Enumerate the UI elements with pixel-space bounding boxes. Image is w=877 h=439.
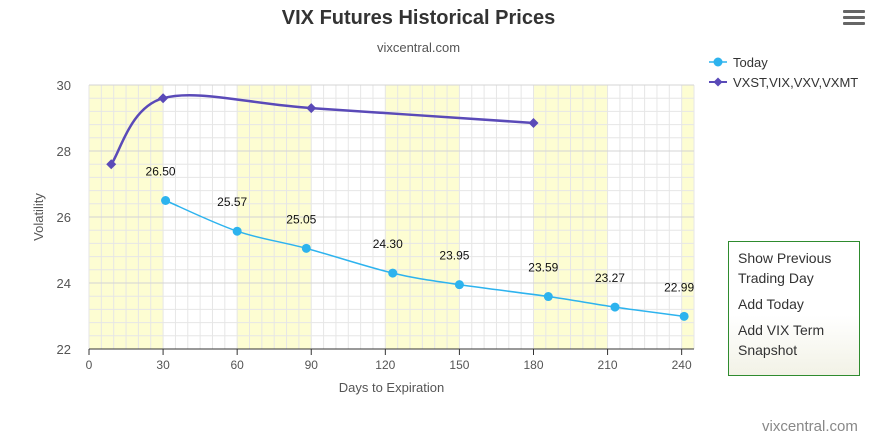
x-axis-title: Days to Expiration (339, 380, 445, 395)
data-point-vx (158, 93, 169, 104)
legend-label-vx: VXST,VIX,VXV,VXMT (733, 74, 859, 90)
hamburger-menu-icon[interactable] (843, 10, 865, 30)
options-panel: Show Previous Trading Day Add Today Add … (728, 241, 860, 376)
data-point-today (543, 292, 553, 302)
x-tick-label: 240 (672, 358, 692, 372)
chart-title: VIX Futures Historical Prices (281, 7, 556, 29)
legend-item-vx[interactable]: VXST,VIX,VXV,VXMT (709, 72, 858, 92)
series-line-today (165, 199, 685, 318)
data-point-today (679, 311, 689, 321)
chart-subtitle: vixcentral.com (376, 40, 461, 55)
menu-bar (843, 16, 865, 19)
series-line-vx (110, 93, 534, 165)
y-axis-title: Volatility (31, 193, 46, 241)
legend-circle-marker-icon (709, 57, 727, 67)
x-tick-label: 90 (305, 358, 319, 372)
data-label-today: 25.05 (286, 212, 316, 226)
menu-bar (843, 10, 865, 13)
data-point-vx (528, 117, 539, 128)
legend-diamond-marker-icon (709, 77, 727, 87)
data-point-today (232, 226, 242, 236)
y-tick-label: 28 (57, 144, 71, 159)
y-tick-label: 22 (57, 342, 71, 357)
y-tick-label: 26 (57, 210, 71, 225)
data-point-today (454, 280, 464, 290)
data-point-vx (306, 103, 317, 114)
data-point-today (301, 243, 311, 253)
show-previous-day-button[interactable]: Show Previous Trading Day (738, 250, 832, 286)
x-tick-label: 30 (156, 358, 170, 372)
y-tick-label: 24 (57, 276, 71, 291)
data-point-today (388, 268, 398, 278)
x-tick-label: 210 (598, 358, 618, 372)
data-label-today: 26.50 (146, 165, 176, 179)
x-tick-label: 180 (523, 358, 543, 372)
data-label-today: 22.99 (664, 280, 694, 294)
data-label-today: 23.95 (439, 249, 469, 263)
data-point-today (161, 196, 171, 205)
x-tick-label: 150 (449, 358, 469, 372)
data-label-today: 23.27 (595, 271, 625, 285)
x-tick-label: 60 (230, 358, 244, 372)
x-tick-label: 0 (86, 358, 93, 372)
x-tick-label: 120 (375, 358, 395, 372)
y-tick-label: 30 (57, 78, 71, 93)
data-point-vx (106, 159, 117, 170)
legend-item-today[interactable]: Today (709, 52, 858, 72)
menu-bar (843, 22, 865, 25)
add-vix-term-snapshot-button[interactable]: Add VIX Term Snapshot (738, 322, 825, 358)
data-label-today: 25.57 (217, 195, 247, 209)
chart-legend: Today VXST,VIX,VXV,VXMT (709, 52, 858, 92)
data-point-today (610, 302, 620, 312)
credit-link[interactable]: vixcentral.com (762, 418, 858, 435)
legend-label-today: Today (733, 54, 768, 70)
data-label-today: 24.30 (373, 237, 403, 251)
add-today-button[interactable]: Add Today (738, 296, 804, 312)
data-label-today: 23.59 (528, 261, 558, 275)
